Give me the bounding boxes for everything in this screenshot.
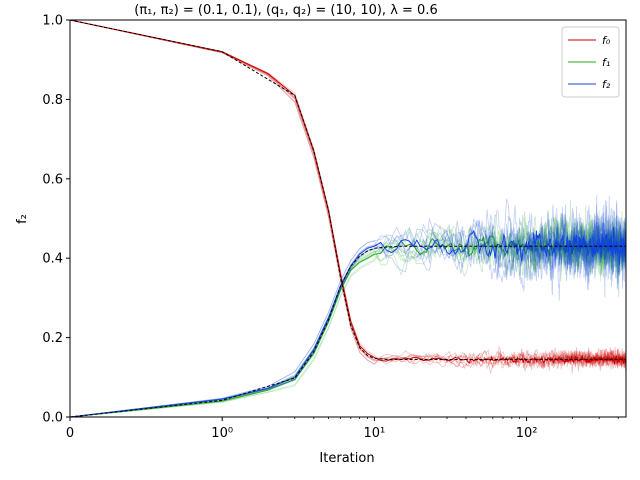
series-group xyxy=(70,20,626,417)
run-line-f2 xyxy=(70,198,626,417)
mean-line xyxy=(70,20,626,360)
series-line-f0 xyxy=(70,20,626,365)
y-axis-label: f₂ xyxy=(15,214,30,224)
run-line-f0 xyxy=(70,20,626,374)
x-tick-label: 10¹ xyxy=(364,426,386,441)
x-tick-label: 10⁰ xyxy=(211,426,233,441)
legend: f₀ f₁ f₂ xyxy=(561,26,620,98)
run-line-f0 xyxy=(70,20,626,373)
y-tick-label: 1.0 xyxy=(42,14,63,29)
legend-label-f2: f₂ xyxy=(602,78,611,91)
run-line-f0 xyxy=(70,20,626,370)
legend-label-f0: f₀ xyxy=(602,34,611,47)
axes: 0.0 0.2 0.4 0.6 0.8 1.0 0 10⁰ 10¹ 10² xyxy=(42,14,627,441)
legend-label-f1: f₁ xyxy=(602,56,610,69)
y-tick-label: 0.4 xyxy=(42,252,63,267)
run-line-f0 xyxy=(70,20,626,374)
series-line-f2 xyxy=(70,226,626,417)
run-line-f1 xyxy=(70,216,626,417)
x-axis-label: Iteration xyxy=(319,451,374,466)
run-line-f2 xyxy=(70,209,626,417)
plot-area xyxy=(70,20,626,417)
axes-frame xyxy=(69,19,627,418)
run-line-f1 xyxy=(70,214,626,417)
run-line-f0 xyxy=(70,20,626,371)
run-line-f1 xyxy=(70,211,626,417)
mean-line xyxy=(70,245,626,417)
chart-title: (π₁, π₂) = (0.1, 0.1), (q₁, q₂) = (10, 1… xyxy=(134,3,437,18)
run-line-f0 xyxy=(70,20,626,372)
run-line-f2 xyxy=(70,202,626,417)
y-tick-label: 0.2 xyxy=(42,331,63,346)
x-tick-label: 0 xyxy=(66,426,74,441)
y-tick-label: 0.8 xyxy=(42,93,63,108)
x-tick-label: 10² xyxy=(516,426,538,441)
y-tick-label: 0.0 xyxy=(42,411,63,426)
y-tick-label: 0.6 xyxy=(42,172,63,187)
